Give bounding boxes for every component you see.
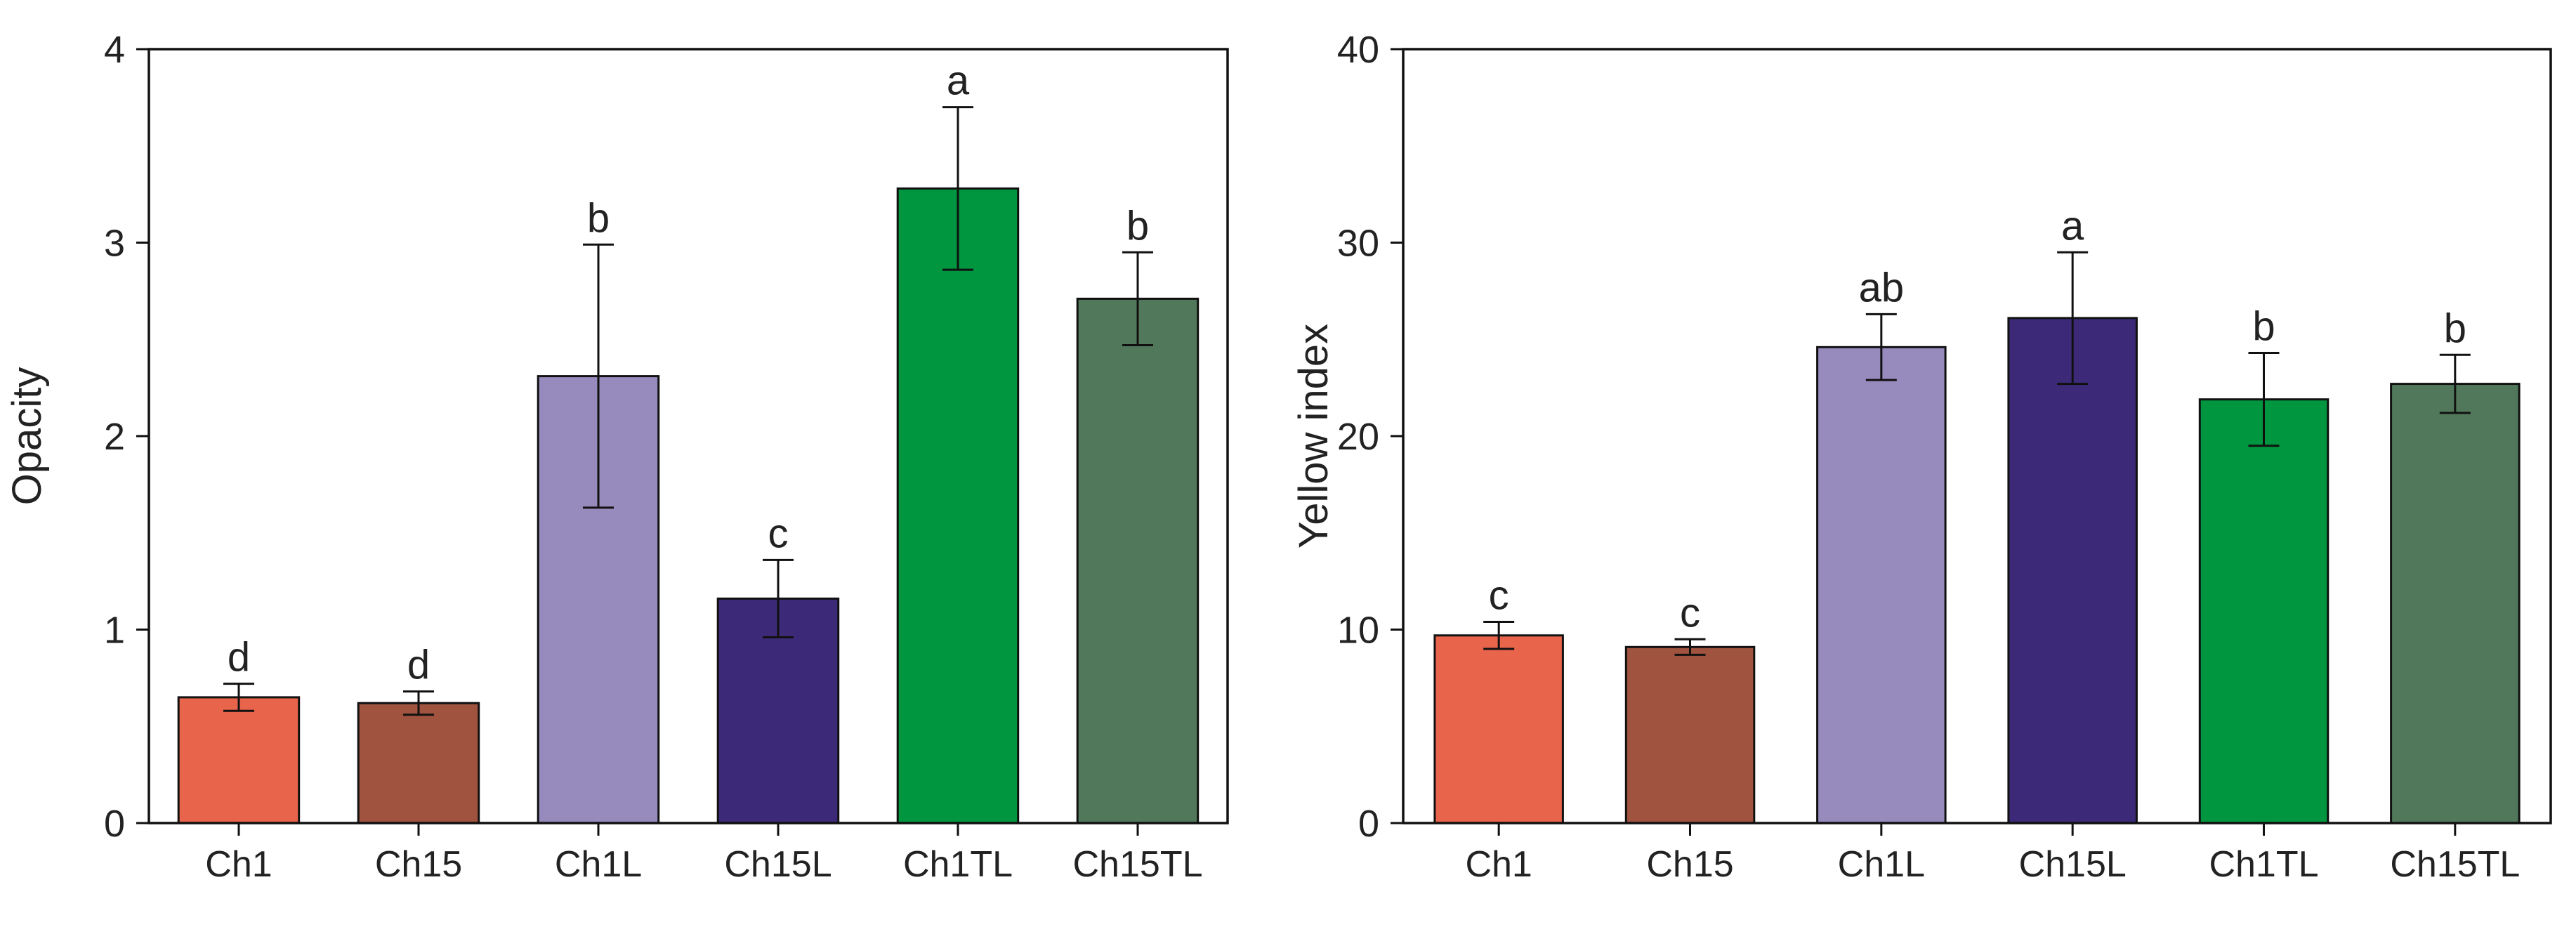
x-tick-label-ch15l: Ch15L <box>724 844 832 885</box>
x-tick-label-ch15tl: Ch15TL <box>2390 844 2520 885</box>
y-tick-label: 10 <box>1337 610 1379 652</box>
y-tick-label: 40 <box>1337 29 1379 71</box>
x-tick-label-ch1: Ch1 <box>205 844 272 885</box>
y-tick-label: 0 <box>104 803 125 845</box>
plot-frame <box>147 48 1229 824</box>
significance-letter-ch1l: ab <box>1859 265 1905 310</box>
significance-letter-ch15tl: b <box>1126 203 1149 249</box>
bar-ch1 <box>1433 634 1564 824</box>
significance-letter-ch1l: b <box>587 195 610 241</box>
x-tick-label-ch1l: Ch1L <box>1838 844 1925 885</box>
y-tick-label: 30 <box>1337 223 1379 265</box>
significance-letter-ch1tl: a <box>947 58 970 104</box>
significance-letter-ch15l: a <box>2061 203 2084 249</box>
opacity-chart: d Ch1 d Ch15 b Ch1L c Ch15L a Ch1TL b Ch15TL 0 1 2 3 4 Op… <box>4 29 1229 885</box>
y-axis-label: Opacity <box>4 367 50 506</box>
plot-frame <box>1402 48 2552 824</box>
y-axis-label: Yellow index <box>1291 324 1336 548</box>
bar-ch1tl <box>2198 398 2329 824</box>
x-tick-label-ch15l: Ch15L <box>2019 844 2127 885</box>
bar-ch15tl <box>1076 297 1200 824</box>
y-tick-label: 3 <box>104 223 125 265</box>
bar-ch1l <box>1816 346 1947 824</box>
bar-ch15l <box>2007 317 2138 824</box>
bar-ch1tl <box>896 187 1020 824</box>
bar-ch15 <box>357 702 480 824</box>
significance-letter-ch15: d <box>407 643 430 688</box>
significance-letter-ch1: c <box>1489 573 1509 619</box>
bar-ch15tl <box>2390 383 2521 824</box>
y-tick-label: 1 <box>104 610 125 652</box>
significance-letter-ch15l: c <box>768 511 789 556</box>
significance-letter-ch15tl: b <box>2444 305 2466 351</box>
bar-ch1 <box>177 696 301 824</box>
bar-ch15 <box>1624 645 1756 824</box>
x-tick-label-ch15: Ch15 <box>1646 844 1733 885</box>
significance-letter-ch1tl: b <box>2252 304 2275 350</box>
significance-letter-ch1: d <box>228 635 250 681</box>
x-tick-label-ch1: Ch1 <box>1465 844 1532 885</box>
significance-letter-ch15: c <box>1680 590 1700 636</box>
x-tick-label-ch1tl: Ch1TL <box>2209 844 2318 885</box>
y-tick-label: 20 <box>1337 416 1379 458</box>
yellow-index-chart: c Ch1 c Ch15 ab Ch1L a Ch15L b Ch1TL b Ch15TL 0 10 20 3… <box>1291 29 2552 885</box>
y-tick-label: 2 <box>104 416 125 458</box>
x-tick-label-ch15: Ch15 <box>375 844 462 885</box>
x-tick-label-ch15tl: Ch15TL <box>1073 844 1203 885</box>
x-tick-label-ch1l: Ch1L <box>555 844 642 885</box>
y-tick-label: 0 <box>1358 803 1379 845</box>
x-tick-label-ch1tl: Ch1TL <box>903 844 1013 885</box>
y-tick-label: 4 <box>104 29 125 71</box>
